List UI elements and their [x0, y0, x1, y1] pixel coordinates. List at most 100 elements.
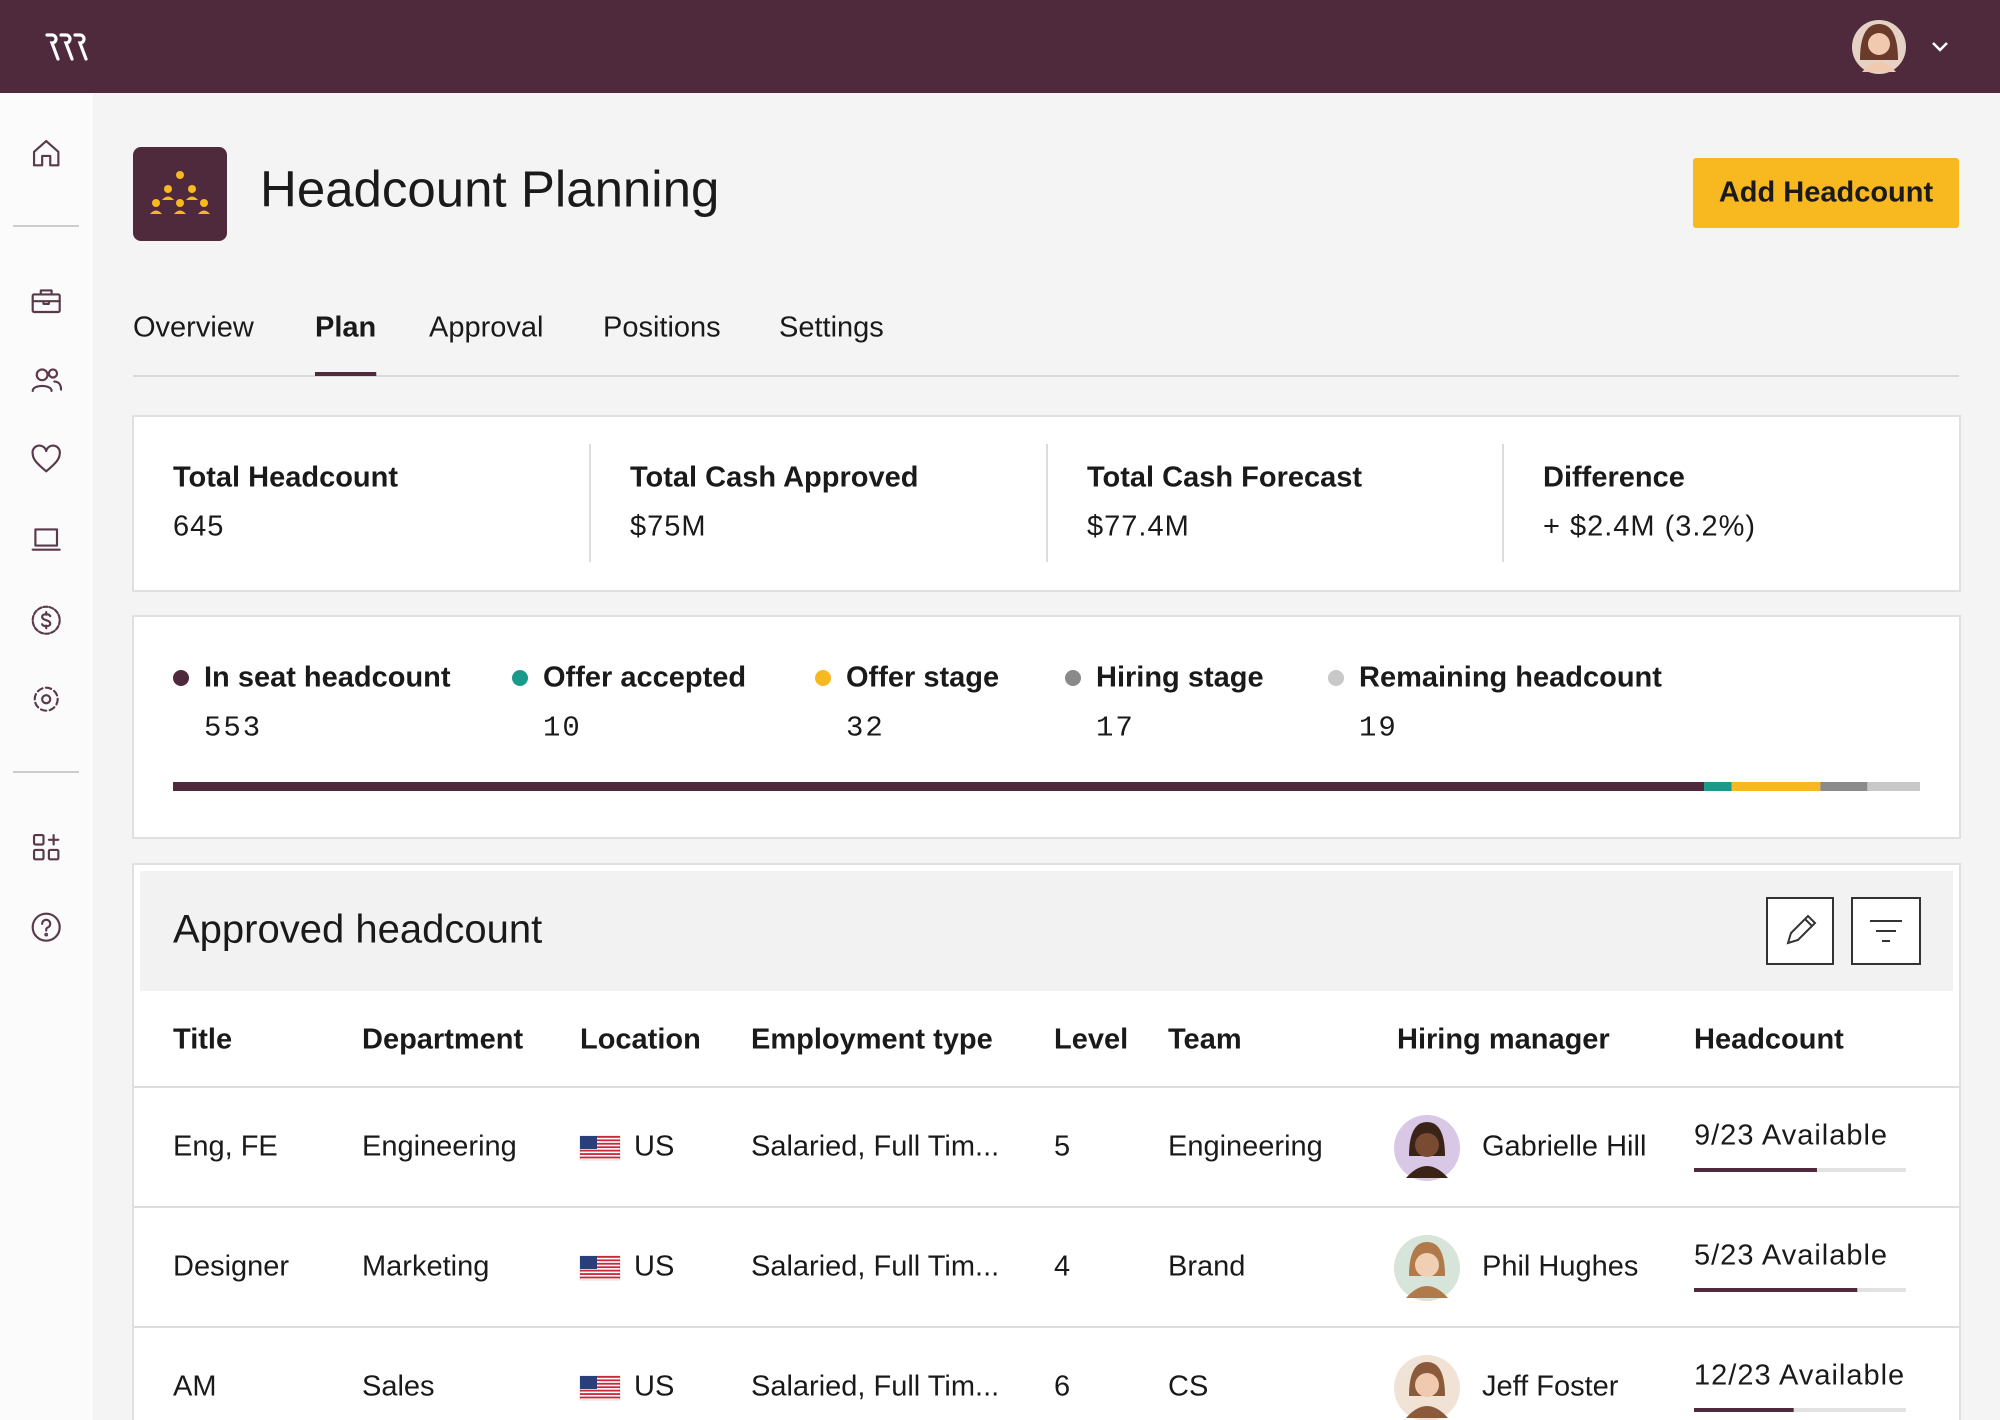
- nav-help[interactable]: [31, 912, 61, 942]
- flag-stripe: [580, 1386, 620, 1389]
- add-headcount-label[interactable]: Add Headcount: [1719, 177, 1934, 209]
- nav-devices[interactable]: [31, 528, 61, 551]
- pipeline-segment: [1704, 782, 1732, 791]
- headcount-track: [1694, 1408, 1906, 1412]
- legend-dot: [815, 670, 831, 686]
- stat-label: Total Cash Forecast: [1087, 462, 1362, 494]
- top-bar: [0, 0, 2000, 93]
- add-headcount-button[interactable]: [1693, 158, 1959, 228]
- app-icon-glyph: [150, 171, 210, 214]
- table-cell: Brand: [1168, 1251, 1245, 1283]
- brand-logo[interactable]: [45, 33, 88, 61]
- table-cell: 5/23 Available: [1694, 1240, 1888, 1272]
- table-cell: 4: [1054, 1251, 1070, 1283]
- user-avatar[interactable]: [1852, 20, 1906, 74]
- table-cell: Salaried, Full Tim...: [751, 1251, 999, 1283]
- table-cell: US: [634, 1371, 674, 1403]
- stat-label: Total Cash Approved: [630, 462, 918, 494]
- legend-dot: [1328, 670, 1344, 686]
- headcount-fill: [1694, 1288, 1858, 1292]
- tab[interactable]: Approval: [429, 312, 543, 344]
- tab[interactable]: Settings: [779, 312, 884, 344]
- legend-value: 553: [204, 712, 262, 745]
- stat-label: Difference: [1543, 462, 1685, 494]
- pipeline-card: [132, 615, 1961, 839]
- legend-dot: [1065, 670, 1081, 686]
- account-menu-chevron[interactable]: [1932, 42, 1948, 52]
- column-header: Department: [362, 1024, 523, 1056]
- tab-underline: [315, 372, 377, 376]
- tab[interactable]: Overview: [133, 312, 255, 344]
- flag-stripe: [580, 1139, 620, 1142]
- table-cell: 12/23 Available: [1694, 1360, 1905, 1392]
- nav-people[interactable]: [31, 368, 63, 393]
- nav-home[interactable]: [32, 139, 60, 167]
- tab[interactable]: Plan: [315, 312, 376, 344]
- flag-stripe: [580, 1393, 620, 1395]
- nav-apps[interactable]: [32, 833, 60, 861]
- nav-benefits[interactable]: [31, 444, 61, 473]
- headcount-fill: [1694, 1408, 1794, 1412]
- edit-button[interactable]: [1766, 897, 1834, 965]
- legend-value: 17: [1096, 712, 1135, 745]
- column-header: Headcount: [1694, 1024, 1844, 1056]
- stat-label: Total Headcount: [173, 462, 398, 494]
- table-title: Approved headcount: [173, 908, 542, 952]
- flag-stripe: [580, 1382, 620, 1385]
- legend-label: Offer accepted: [543, 662, 746, 694]
- legend-label: In seat headcount: [204, 662, 451, 694]
- tab[interactable]: Positions: [603, 312, 721, 344]
- table-cell: Salaried, Full Tim...: [751, 1131, 999, 1163]
- legend-value: 10: [543, 712, 582, 745]
- headcount-fill: [1694, 1168, 1817, 1172]
- flag-stripe: [580, 1256, 620, 1258]
- legend-value: 32: [846, 712, 885, 745]
- app-icon: [133, 147, 227, 241]
- legend-label: Remaining headcount: [1359, 662, 1662, 694]
- stat-value: $77.4M: [1087, 511, 1190, 543]
- stat-value: $75M: [630, 511, 707, 543]
- table-cell: Jeff Foster: [1482, 1371, 1619, 1403]
- table-cell: Phil Hughes: [1482, 1251, 1638, 1283]
- table-cell: Marketing: [362, 1251, 489, 1283]
- flag-stripe: [580, 1259, 620, 1262]
- manager-avatar-face: [1415, 1373, 1439, 1397]
- flag-stripe: [580, 1149, 620, 1152]
- table-cell: 6: [1054, 1371, 1070, 1403]
- stat-value: + $2.4M (3.2%): [1543, 511, 1756, 543]
- filter-button[interactable]: [1851, 897, 1921, 965]
- flag-stripe: [580, 1266, 620, 1269]
- legend-dot: [173, 670, 189, 686]
- sidebar: [0, 93, 93, 1420]
- table-cell: Salaried, Full Tim...: [751, 1371, 999, 1403]
- flag-stripe: [580, 1276, 620, 1279]
- manager-avatar-body: [1406, 1406, 1448, 1418]
- nav-jobs[interactable]: [31, 289, 61, 314]
- legend-label: Offer stage: [846, 662, 999, 694]
- pipeline-segment: [173, 782, 1705, 791]
- column-header: Employment type: [751, 1024, 993, 1056]
- flag-stripe: [580, 1379, 620, 1382]
- pipeline-segment: [1820, 782, 1868, 791]
- table-cell: Eng, FE: [173, 1131, 278, 1163]
- manager-avatar-body: [1406, 1166, 1448, 1178]
- table-cell: AM: [173, 1371, 217, 1403]
- table-cell: 5: [1054, 1131, 1070, 1163]
- column-header: Hiring manager: [1397, 1024, 1610, 1056]
- nav-payroll[interactable]: [31, 605, 61, 635]
- table-cell: 9/23 Available: [1694, 1120, 1888, 1152]
- flag-stripe: [580, 1396, 620, 1399]
- nav-settings[interactable]: [33, 686, 59, 712]
- pipeline-segment: [1731, 782, 1821, 791]
- table-cell: US: [634, 1251, 674, 1283]
- legend-label: Hiring stage: [1096, 662, 1264, 694]
- flag-stripe: [580, 1269, 620, 1272]
- flag-stripe: [580, 1146, 620, 1149]
- pipeline-segment: [1867, 782, 1920, 791]
- manager-avatar-face: [1415, 1253, 1439, 1277]
- table-cell: Engineering: [362, 1131, 517, 1163]
- manager-avatar-face: [1415, 1133, 1439, 1157]
- flag-canton: [580, 1376, 597, 1389]
